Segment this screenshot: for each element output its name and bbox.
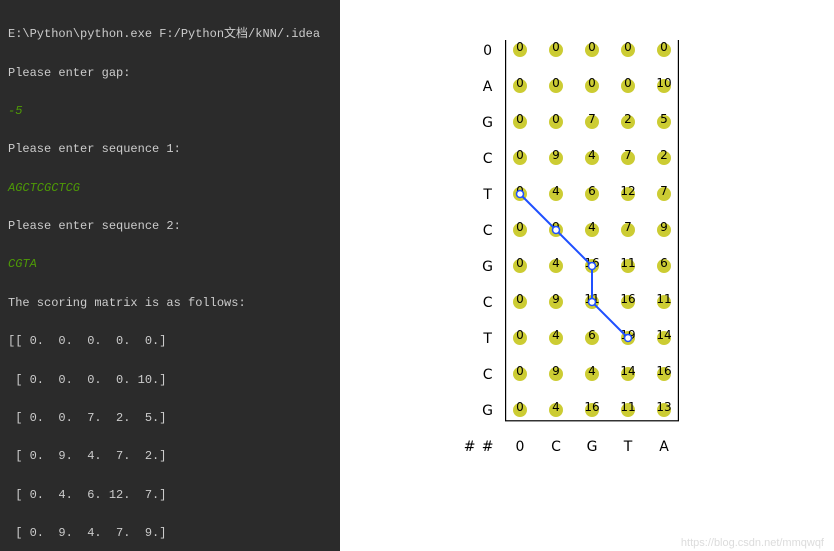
svg-text:4: 4 [552,184,560,198]
prompt-gap: Please enter gap: [8,64,332,83]
svg-text:11: 11 [620,400,635,414]
svg-text:4: 4 [588,220,596,234]
svg-text:16: 16 [584,400,599,414]
svg-text:0: 0 [552,40,560,54]
matrix-row: [ 0. 4. 6. 12. 7.] [8,486,332,505]
svg-text:0: 0 [624,76,632,90]
svg-text:T: T [623,439,633,455]
svg-text:#: # [464,439,476,455]
svg-text:4: 4 [552,256,560,270]
seq2-value: CGTA [8,255,332,274]
svg-text:6: 6 [660,256,668,270]
svg-text:G: G [482,403,493,419]
prompt-seq2: Please enter sequence 2: [8,217,332,236]
svg-text:7: 7 [660,184,668,198]
cmd-line: E:\Python\python.exe F:/Python文档/kNN/.id… [8,25,332,44]
terminal-output: E:\Python\python.exe F:/Python文档/kNN/.id… [0,0,340,551]
matrix-row: [ 0. 9. 4. 7. 2.] [8,447,332,466]
svg-text:4: 4 [588,364,596,378]
svg-text:12: 12 [620,184,635,198]
svg-text:0: 0 [516,148,524,162]
svg-text:T: T [482,187,492,203]
matrix-header: The scoring matrix is as follows: [8,294,332,313]
svg-text:G: G [482,259,493,275]
svg-text:2: 2 [624,112,632,126]
svg-text:0: 0 [516,112,524,126]
svg-text:0: 0 [483,43,492,59]
svg-text:11: 11 [656,292,671,306]
watermark: https://blog.csdn.net/mmqwqf [681,537,824,549]
matrix-row: [ 0. 0. 7. 2. 5.] [8,409,332,428]
svg-text:0: 0 [588,76,596,90]
svg-text:7: 7 [588,112,596,126]
svg-text:4: 4 [552,328,560,342]
svg-text:4: 4 [588,148,596,162]
svg-text:7: 7 [624,148,632,162]
svg-text:G: G [482,115,493,131]
svg-text:0: 0 [624,40,632,54]
matrix-row: [ 0. 0. 0. 0. 10.] [8,371,332,390]
svg-text:0: 0 [516,400,524,414]
svg-text:C: C [483,295,493,311]
svg-text:11: 11 [620,256,635,270]
svg-text:9: 9 [660,220,668,234]
svg-text:0: 0 [516,76,524,90]
svg-text:C: C [551,439,561,455]
gap-value: -5 [8,102,332,121]
svg-text:C: C [483,367,493,383]
svg-text:0: 0 [516,364,524,378]
svg-text:14: 14 [656,328,671,342]
svg-text:6: 6 [588,184,596,198]
svg-text:T: T [482,331,492,347]
svg-text:14: 14 [620,364,635,378]
svg-text:0: 0 [552,76,560,90]
seq1-value: AGCTCGCTCG [8,179,332,198]
svg-text:0: 0 [516,220,524,234]
svg-text:13: 13 [656,400,671,414]
plot-area: 0 0 0 0 0 0 0 0 0 10 0 0 7 2 5 0 9 4 7 2 0 4 6 12 7 0 9 4 7 9 0 4 16 11 6 0… [340,0,834,551]
svg-text:10: 10 [656,76,671,90]
svg-text:16: 16 [620,292,635,306]
matrix-row: [[ 0. 0. 0. 0. 0.] [8,332,332,351]
prompt-seq1: Please enter sequence 1: [8,140,332,159]
svg-text:2: 2 [660,148,668,162]
svg-text:C: C [483,223,493,239]
svg-text:A: A [659,439,669,455]
svg-text:7: 7 [624,220,632,234]
svg-text:9: 9 [552,292,560,306]
svg-text:0: 0 [516,40,524,54]
svg-text:C: C [483,151,493,167]
matrix-row: [ 0. 9. 4. 7. 9.] [8,524,332,543]
svg-text:0: 0 [660,40,668,54]
alignment-grid-plot: 0 0 0 0 0 0 0 0 0 10 0 0 7 2 5 0 9 4 7 2 0 4 6 12 7 0 9 4 7 9 0 4 16 11 6 0… [460,40,780,520]
svg-text:0: 0 [516,292,524,306]
svg-text:0: 0 [516,328,524,342]
svg-text:0: 0 [552,112,560,126]
svg-text:A: A [483,79,493,95]
svg-text:0: 0 [516,439,525,455]
svg-text:9: 9 [552,148,560,162]
svg-text:0: 0 [516,256,524,270]
svg-text:16: 16 [656,364,671,378]
svg-text:9: 9 [552,364,560,378]
svg-text:#: # [482,439,494,455]
svg-text:G: G [587,439,598,455]
svg-text:6: 6 [588,328,596,342]
svg-text:4: 4 [552,400,560,414]
svg-text:0: 0 [588,40,596,54]
svg-text:5: 5 [660,112,668,126]
